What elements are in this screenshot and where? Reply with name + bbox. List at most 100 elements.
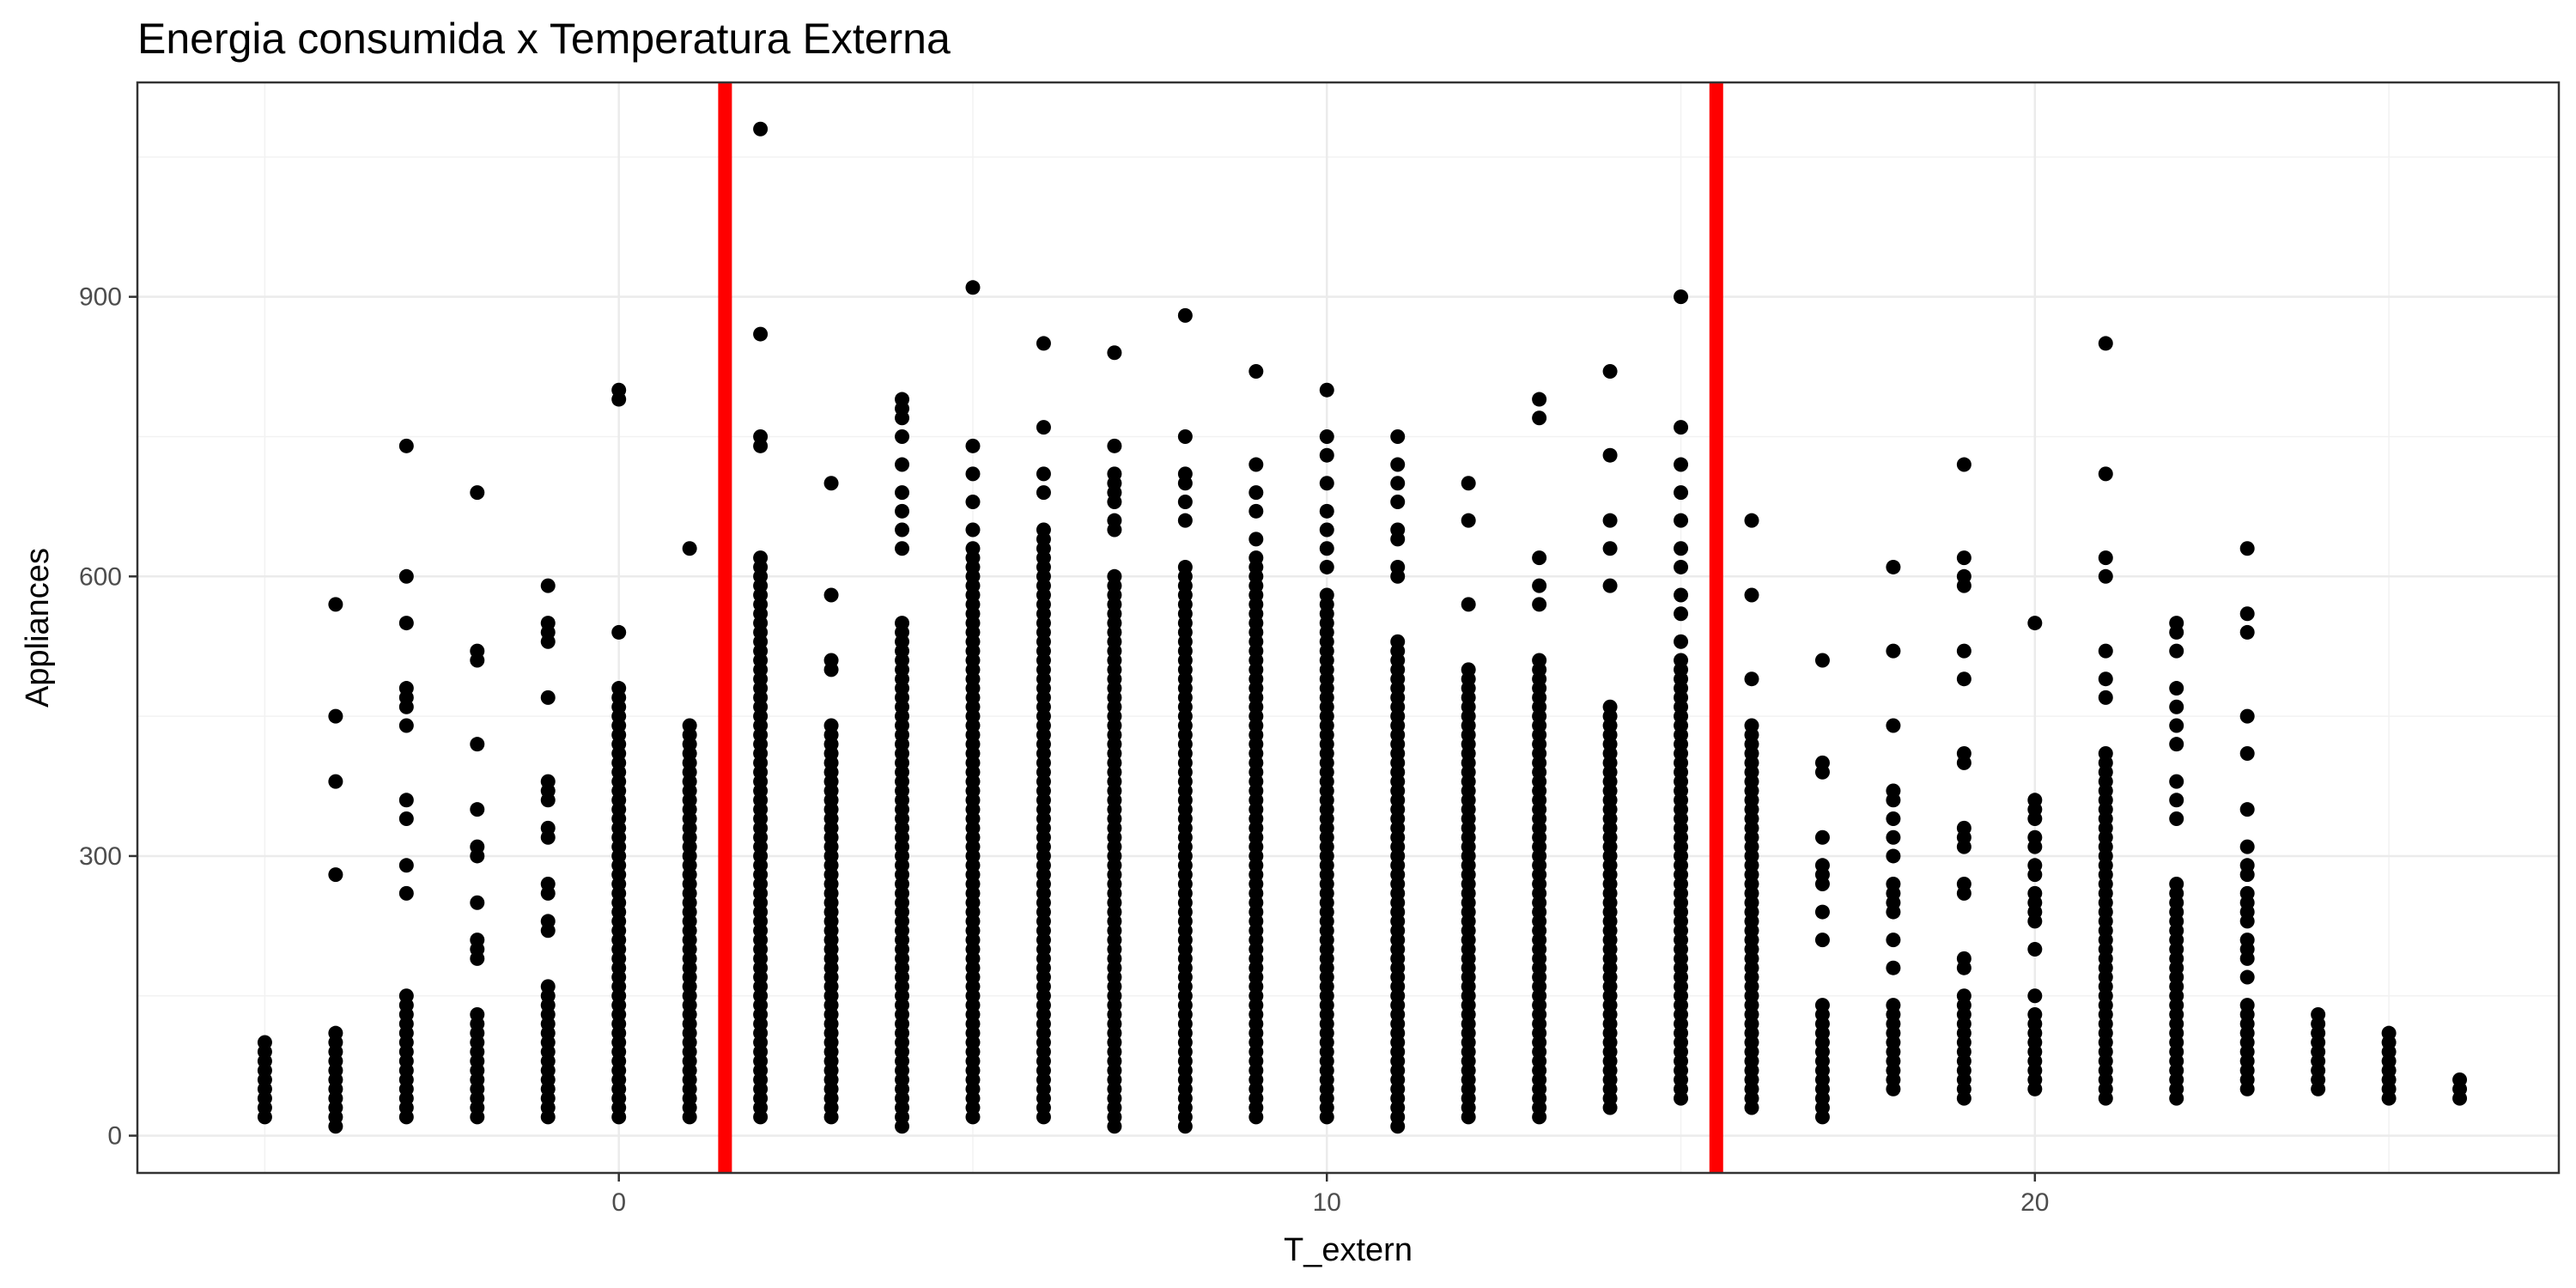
data-point <box>2169 737 2184 752</box>
data-point <box>257 1035 272 1050</box>
data-point <box>2169 793 2184 808</box>
data-point <box>1036 420 1051 435</box>
data-point <box>1177 559 1193 574</box>
data-point <box>470 737 485 752</box>
data-point <box>1107 438 1122 453</box>
data-point <box>398 616 414 631</box>
data-point <box>1886 829 1901 845</box>
data-point <box>1036 336 1051 351</box>
data-point <box>328 708 343 724</box>
data-point <box>1390 476 1406 491</box>
data-point <box>1390 634 1406 649</box>
data-point <box>470 1006 485 1022</box>
data-point <box>1602 363 1618 379</box>
data-point <box>398 568 414 584</box>
data-point <box>823 718 839 733</box>
x-tick-label: 0 <box>611 1188 626 1217</box>
data-point <box>2239 802 2255 817</box>
y-tick-label: 600 <box>79 562 122 591</box>
data-point <box>965 280 981 295</box>
data-point <box>540 690 556 705</box>
data-point <box>753 428 769 444</box>
data-point <box>1956 746 1971 762</box>
data-point <box>1956 988 1971 1004</box>
data-point <box>2239 606 2255 622</box>
data-point <box>1956 820 1971 835</box>
data-point <box>1177 494 1193 509</box>
data-point <box>2381 1025 2397 1041</box>
data-point <box>2027 885 2043 901</box>
data-point <box>895 503 910 519</box>
data-point <box>540 578 556 593</box>
data-point <box>1674 653 1689 668</box>
data-point <box>328 774 343 789</box>
data-point <box>1956 550 1971 566</box>
data-point <box>2239 969 2255 985</box>
data-point <box>1319 428 1334 444</box>
data-point <box>1674 634 1689 649</box>
data-point <box>753 550 769 566</box>
data-point <box>1814 653 1830 668</box>
data-point <box>2239 624 2255 640</box>
data-point <box>1319 559 1334 574</box>
data-point <box>398 858 414 873</box>
data-point <box>2239 839 2255 854</box>
data-point <box>1674 541 1689 556</box>
data-point <box>470 839 485 854</box>
data-point <box>2027 858 2043 873</box>
data-point <box>823 587 839 603</box>
data-point <box>2027 793 2043 808</box>
data-point <box>2452 1072 2468 1087</box>
data-point <box>1390 559 1406 574</box>
data-point <box>2169 811 2184 827</box>
data-point <box>1177 307 1193 323</box>
y-axis: 0 300 600 900 <box>79 283 137 1151</box>
data-point <box>2027 1006 2043 1022</box>
data-point <box>1319 587 1334 603</box>
data-point <box>1602 699 1618 714</box>
data-point <box>540 979 556 994</box>
data-point <box>1177 466 1193 482</box>
data-point <box>895 428 910 444</box>
data-point <box>2169 774 2184 789</box>
data-point <box>2027 988 2043 1004</box>
data-point <box>1674 420 1689 435</box>
data-point <box>2239 708 2255 724</box>
data-point <box>1886 783 1901 799</box>
data-point <box>1886 848 1901 864</box>
data-point <box>1814 933 1830 948</box>
data-point <box>1674 289 1689 305</box>
data-point <box>1886 718 1901 733</box>
reference-lines <box>718 82 1723 1173</box>
data-point <box>1107 568 1122 584</box>
data-point <box>965 466 981 482</box>
data-point <box>1461 513 1476 528</box>
data-point <box>398 681 414 696</box>
data-point <box>895 485 910 501</box>
data-point <box>2239 858 2255 873</box>
data-point <box>2169 681 2184 696</box>
data-point <box>2169 616 2184 631</box>
data-point <box>965 494 981 509</box>
data-point <box>2098 466 2113 482</box>
data-point <box>1814 829 1830 845</box>
data-point <box>1886 933 1901 948</box>
data-point <box>1674 559 1689 574</box>
data-point <box>1249 457 1264 472</box>
data-point <box>1814 998 1830 1013</box>
data-point <box>2169 643 2184 659</box>
data-point <box>895 392 910 407</box>
data-point <box>2098 550 2113 566</box>
data-point <box>1390 522 1406 538</box>
data-point <box>1602 513 1618 528</box>
data-point <box>540 820 556 835</box>
data-point <box>1319 447 1334 463</box>
data-point <box>540 616 556 631</box>
data-point <box>328 867 343 883</box>
data-point <box>2239 746 2255 762</box>
data-point <box>470 802 485 817</box>
data-point <box>1461 476 1476 491</box>
data-point <box>470 933 485 948</box>
data-point <box>2239 933 2255 948</box>
